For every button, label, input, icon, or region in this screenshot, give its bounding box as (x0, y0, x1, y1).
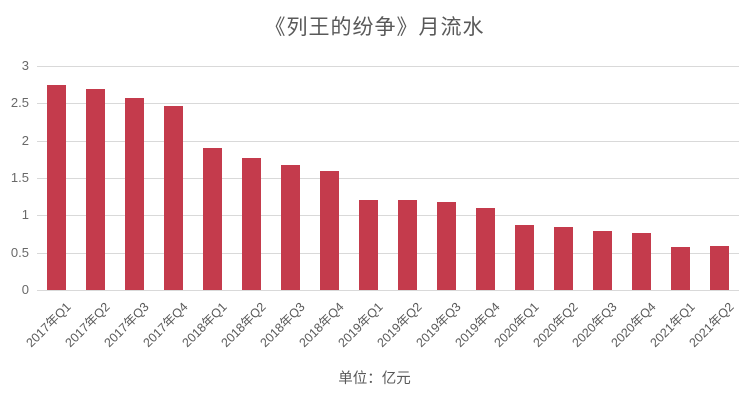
bar-2020年Q3 (593, 231, 612, 290)
y-tick-label: 2.5 (10, 95, 29, 111)
bar-2018年Q2 (242, 157, 261, 290)
bar-2017年Q3 (125, 98, 144, 290)
bar-2021年Q2 (710, 245, 729, 290)
bar-2021年Q1 (671, 246, 690, 290)
gridline (37, 66, 739, 67)
bar-2020年Q4 (632, 232, 651, 290)
y-tick-label: 1 (21, 207, 29, 223)
bar-2019年Q4 (476, 207, 495, 290)
bar-2019年Q2 (398, 199, 417, 290)
bar-2020年Q2 (554, 226, 573, 290)
bar-2017年Q1 (47, 85, 66, 290)
y-tick-label: 3 (21, 58, 29, 73)
gridline (37, 290, 739, 291)
bar-2017年Q4 (164, 106, 183, 290)
bar-2017年Q2 (86, 89, 105, 290)
bar-2018年Q4 (320, 170, 339, 290)
y-tick-label: 0 (21, 282, 29, 297)
bar-2020年Q1 (515, 225, 534, 290)
y-tick-label: 0.5 (10, 244, 29, 260)
bar-2019年Q1 (359, 199, 378, 290)
unit-caption: 单位：亿元 (338, 371, 411, 387)
y-tick-label: 2 (21, 132, 29, 148)
bar-2018年Q1 (203, 148, 222, 290)
gridline (37, 178, 739, 179)
gridline (37, 252, 739, 254)
bar-2018年Q3 (281, 164, 300, 290)
y-tick-label: 1.5 (10, 170, 29, 185)
gridline (37, 215, 739, 217)
chart-title: 《列王的纷争》月流水 (264, 16, 485, 39)
gridline (37, 140, 739, 142)
gridline (37, 103, 739, 105)
bar-2019年Q3 (437, 201, 456, 290)
